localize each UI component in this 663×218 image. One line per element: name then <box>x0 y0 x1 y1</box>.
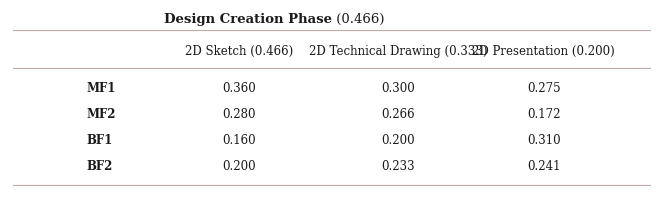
Text: BF1: BF1 <box>86 133 113 146</box>
Text: Design Creation Phase: Design Creation Phase <box>164 13 332 26</box>
Text: 0.310: 0.310 <box>527 133 560 146</box>
Text: MF1: MF1 <box>86 82 115 94</box>
Text: 0.160: 0.160 <box>222 133 255 146</box>
Text: MF2: MF2 <box>86 107 115 121</box>
Text: 0.233: 0.233 <box>381 160 414 172</box>
Text: 2D Presentation (0.200): 2D Presentation (0.200) <box>472 45 615 58</box>
Text: 0.200: 0.200 <box>381 133 414 146</box>
Text: BF2: BF2 <box>86 160 113 172</box>
Text: 0.266: 0.266 <box>381 107 414 121</box>
Text: 2D Sketch (0.466): 2D Sketch (0.466) <box>184 45 293 58</box>
Text: 0.200: 0.200 <box>222 160 255 172</box>
Text: (0.466): (0.466) <box>332 13 384 26</box>
Text: 0.275: 0.275 <box>527 82 560 94</box>
Text: 0.280: 0.280 <box>222 107 255 121</box>
Text: 0.300: 0.300 <box>381 82 414 94</box>
Text: 0.360: 0.360 <box>222 82 255 94</box>
Text: 0.241: 0.241 <box>527 160 560 172</box>
Text: 2D Technical Drawing (0.333): 2D Technical Drawing (0.333) <box>308 45 487 58</box>
Text: 0.172: 0.172 <box>527 107 560 121</box>
